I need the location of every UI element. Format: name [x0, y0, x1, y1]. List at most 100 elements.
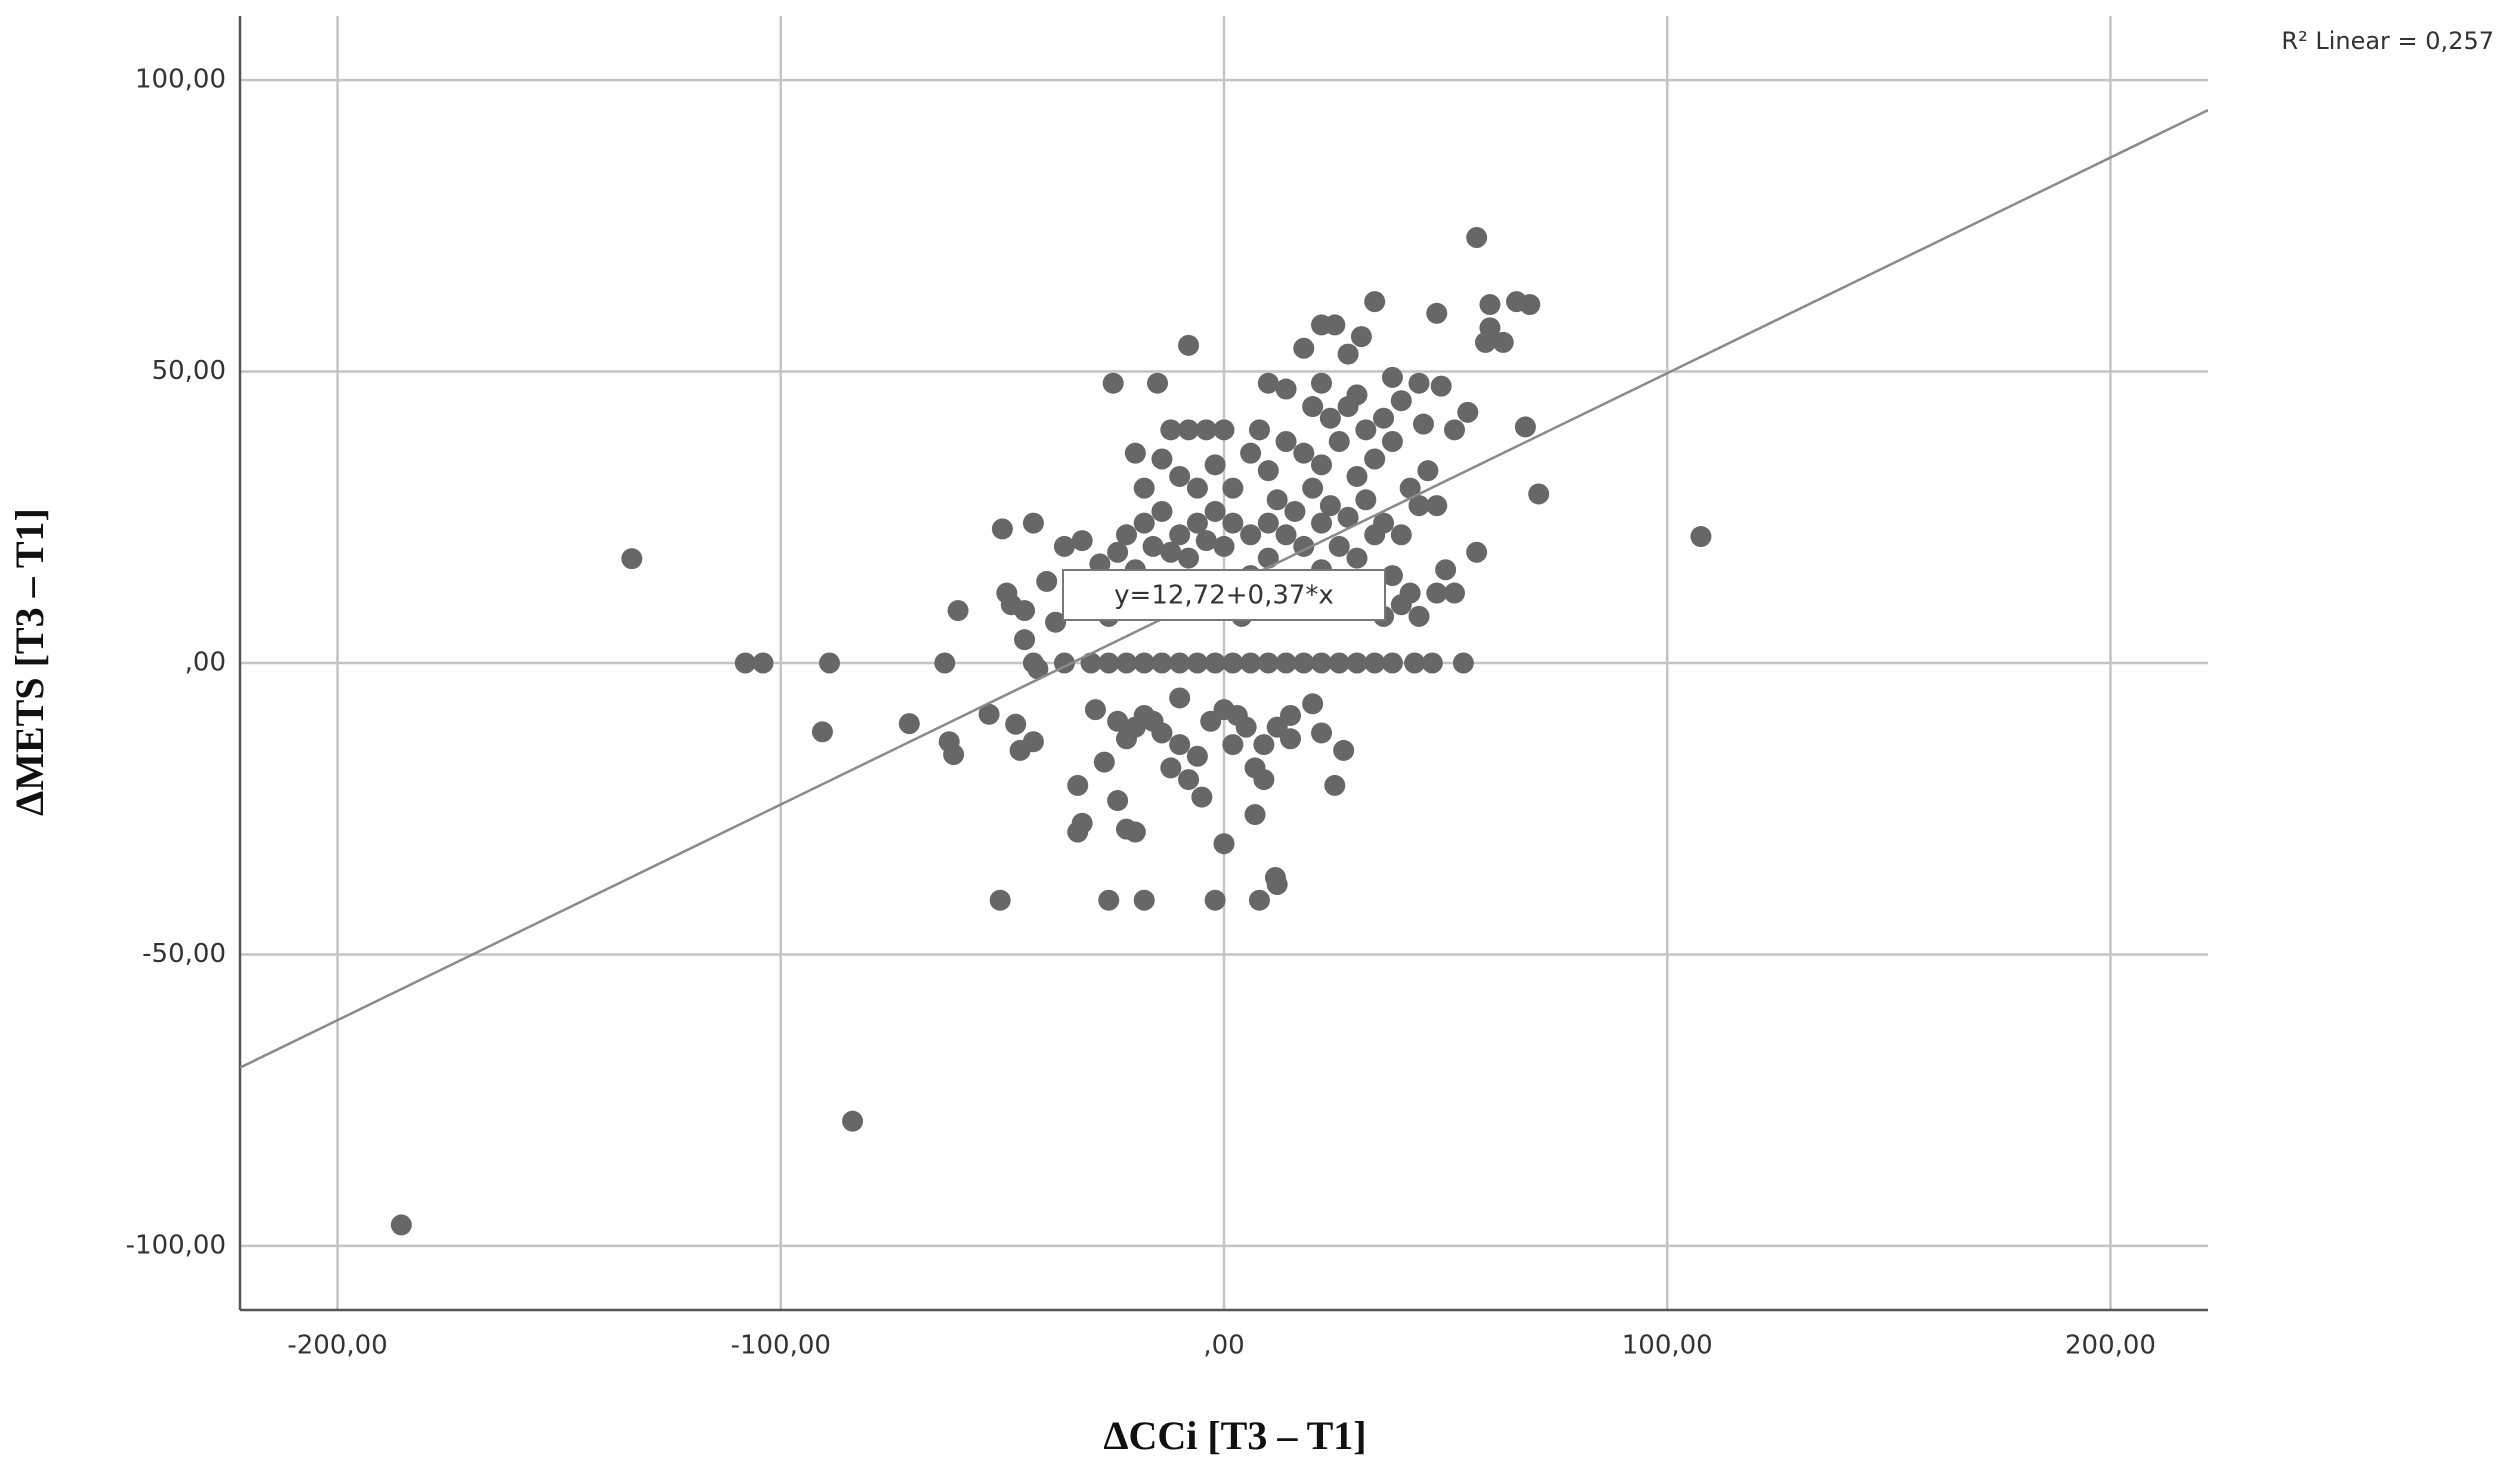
point — [1324, 314, 1346, 336]
point — [1311, 652, 1333, 674]
point — [1124, 442, 1146, 464]
point — [1107, 541, 1129, 563]
point — [1142, 535, 1164, 557]
point — [1302, 693, 1324, 715]
point — [1519, 294, 1541, 316]
point — [1053, 535, 1075, 557]
point — [1266, 489, 1288, 511]
point — [1355, 419, 1377, 441]
point — [1248, 419, 1270, 441]
point — [1084, 699, 1106, 721]
x-tick-label: -200,00 — [287, 1331, 387, 1361]
point — [1319, 495, 1341, 517]
point — [1466, 541, 1488, 563]
point — [1102, 372, 1124, 394]
point — [1169, 465, 1191, 487]
point — [1240, 652, 1262, 674]
point — [1213, 833, 1235, 855]
point — [1045, 611, 1067, 633]
point — [1328, 431, 1350, 453]
point — [1222, 652, 1244, 674]
point — [1169, 687, 1191, 709]
point — [1390, 524, 1412, 546]
point — [1253, 769, 1275, 791]
point — [1426, 495, 1448, 517]
point — [1093, 751, 1115, 773]
point — [1279, 704, 1301, 726]
point — [1204, 652, 1226, 674]
point — [811, 721, 833, 743]
point — [1408, 605, 1430, 627]
point — [1222, 477, 1244, 499]
point — [1346, 547, 1368, 569]
point — [1071, 530, 1093, 552]
y-tick-label: -50,00 — [142, 939, 226, 969]
point — [1324, 774, 1346, 796]
fit-label-box — [1062, 569, 1386, 621]
point — [1319, 407, 1341, 429]
point — [1364, 448, 1386, 470]
point — [1169, 652, 1191, 674]
point — [991, 518, 1013, 540]
point — [1284, 500, 1306, 522]
x-axis-title: ΔCCi [T3 – T1] — [1103, 1413, 1366, 1458]
point — [1390, 594, 1412, 616]
point — [1133, 477, 1155, 499]
point — [1364, 291, 1386, 313]
point — [1151, 652, 1173, 674]
y-tick-label: 100,00 — [135, 65, 226, 95]
point — [734, 652, 756, 674]
point — [1311, 512, 1333, 534]
point — [1115, 652, 1137, 674]
point — [1244, 804, 1266, 826]
point — [1257, 372, 1279, 394]
point — [1364, 524, 1386, 546]
point — [1381, 652, 1403, 674]
point — [1337, 506, 1359, 528]
point — [1333, 739, 1355, 761]
point — [1466, 226, 1488, 248]
point — [1364, 652, 1386, 674]
x-tick-label: -100,00 — [731, 1331, 831, 1361]
point — [1178, 334, 1200, 356]
point — [1311, 454, 1333, 476]
point — [1005, 713, 1027, 735]
point — [1178, 419, 1200, 441]
point — [943, 744, 965, 766]
point — [1381, 565, 1403, 587]
point — [1337, 343, 1359, 365]
point — [1098, 652, 1120, 674]
point — [1195, 530, 1217, 552]
point — [842, 1110, 864, 1132]
point — [1169, 734, 1191, 756]
y-tick-label: 50,00 — [152, 356, 226, 386]
point — [1213, 535, 1235, 557]
point — [752, 652, 774, 674]
point — [1014, 629, 1036, 651]
point — [1311, 372, 1333, 394]
point — [390, 1214, 412, 1236]
point — [898, 713, 920, 735]
point — [1222, 734, 1244, 756]
point — [1067, 774, 1089, 796]
x-tick-label: 200,00 — [2065, 1331, 2156, 1361]
point — [1257, 512, 1279, 534]
point — [1213, 419, 1235, 441]
point — [1027, 658, 1049, 680]
point — [1204, 889, 1226, 911]
point — [934, 652, 956, 674]
point — [1257, 460, 1279, 482]
point — [1373, 407, 1395, 429]
point — [1115, 524, 1137, 546]
point — [1151, 448, 1173, 470]
point — [1690, 526, 1712, 548]
point — [1293, 442, 1315, 464]
point — [1253, 734, 1275, 756]
point — [1204, 454, 1226, 476]
point — [1528, 483, 1550, 505]
point — [1186, 512, 1208, 534]
point — [1147, 372, 1169, 394]
point — [1186, 745, 1208, 767]
point — [1328, 535, 1350, 557]
